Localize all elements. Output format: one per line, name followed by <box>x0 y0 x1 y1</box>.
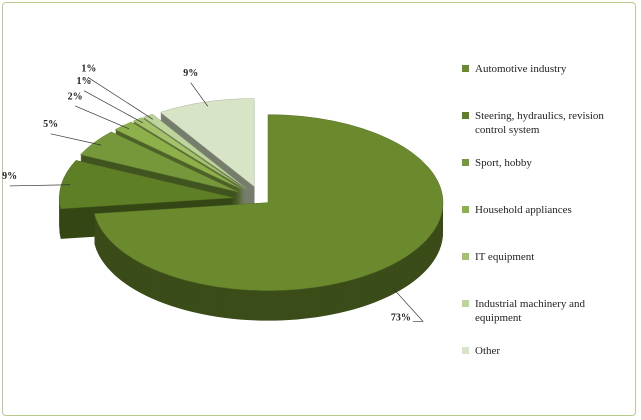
data-label: 1% <box>81 63 96 74</box>
leader-line <box>50 133 102 146</box>
legend-item: Household appliances <box>462 203 622 250</box>
legend-swatch <box>462 112 469 119</box>
legend-item: Steering, hydraulics, revision control s… <box>462 109 622 156</box>
legend-swatch <box>462 300 469 307</box>
slice <box>159 98 255 188</box>
leader-line <box>83 90 144 124</box>
legend-label: Other <box>475 345 501 357</box>
legend-label: IT equipment <box>475 251 535 263</box>
legend-label: Automotive industry <box>475 63 567 75</box>
leader-line <box>392 287 424 322</box>
legend-label: Household appliances <box>475 204 572 216</box>
legend-swatch <box>462 159 469 166</box>
data-label: 5% <box>43 119 58 130</box>
leader-line <box>190 82 209 107</box>
leader-line <box>88 77 154 120</box>
legend-label: Steering, hydraulics, revision control s… <box>475 110 604 136</box>
chart-frame <box>2 2 636 416</box>
data-label: 9% <box>183 68 198 79</box>
leader-line <box>74 105 130 130</box>
slice <box>94 114 444 291</box>
slice <box>114 121 243 191</box>
slice <box>80 131 239 193</box>
data-label: 2% <box>68 91 83 102</box>
legend-swatch <box>462 347 469 354</box>
legend-label: Sport, hobby <box>475 157 532 169</box>
legend-item: Other <box>462 344 622 391</box>
legend-swatch <box>462 65 469 72</box>
data-label: 1% <box>76 76 91 87</box>
leader-line <box>9 184 71 187</box>
slice <box>132 117 245 190</box>
slice <box>59 160 235 210</box>
data-label: 9% <box>2 171 17 182</box>
slice <box>142 113 247 189</box>
data-label: 73% <box>391 313 411 324</box>
legend-item: Sport, hobby <box>462 156 622 203</box>
legend-swatch <box>462 253 469 260</box>
legend-item: Automotive industry <box>462 62 622 109</box>
legend-item: IT equipment <box>462 250 622 297</box>
legend: Automotive industry Steering, hydraulics,… <box>462 62 622 391</box>
legend-label: Industrial machinery and equipment <box>475 298 585 324</box>
legend-swatch <box>462 206 469 213</box>
legend-item: Industrial machinery and equipment <box>462 297 622 344</box>
